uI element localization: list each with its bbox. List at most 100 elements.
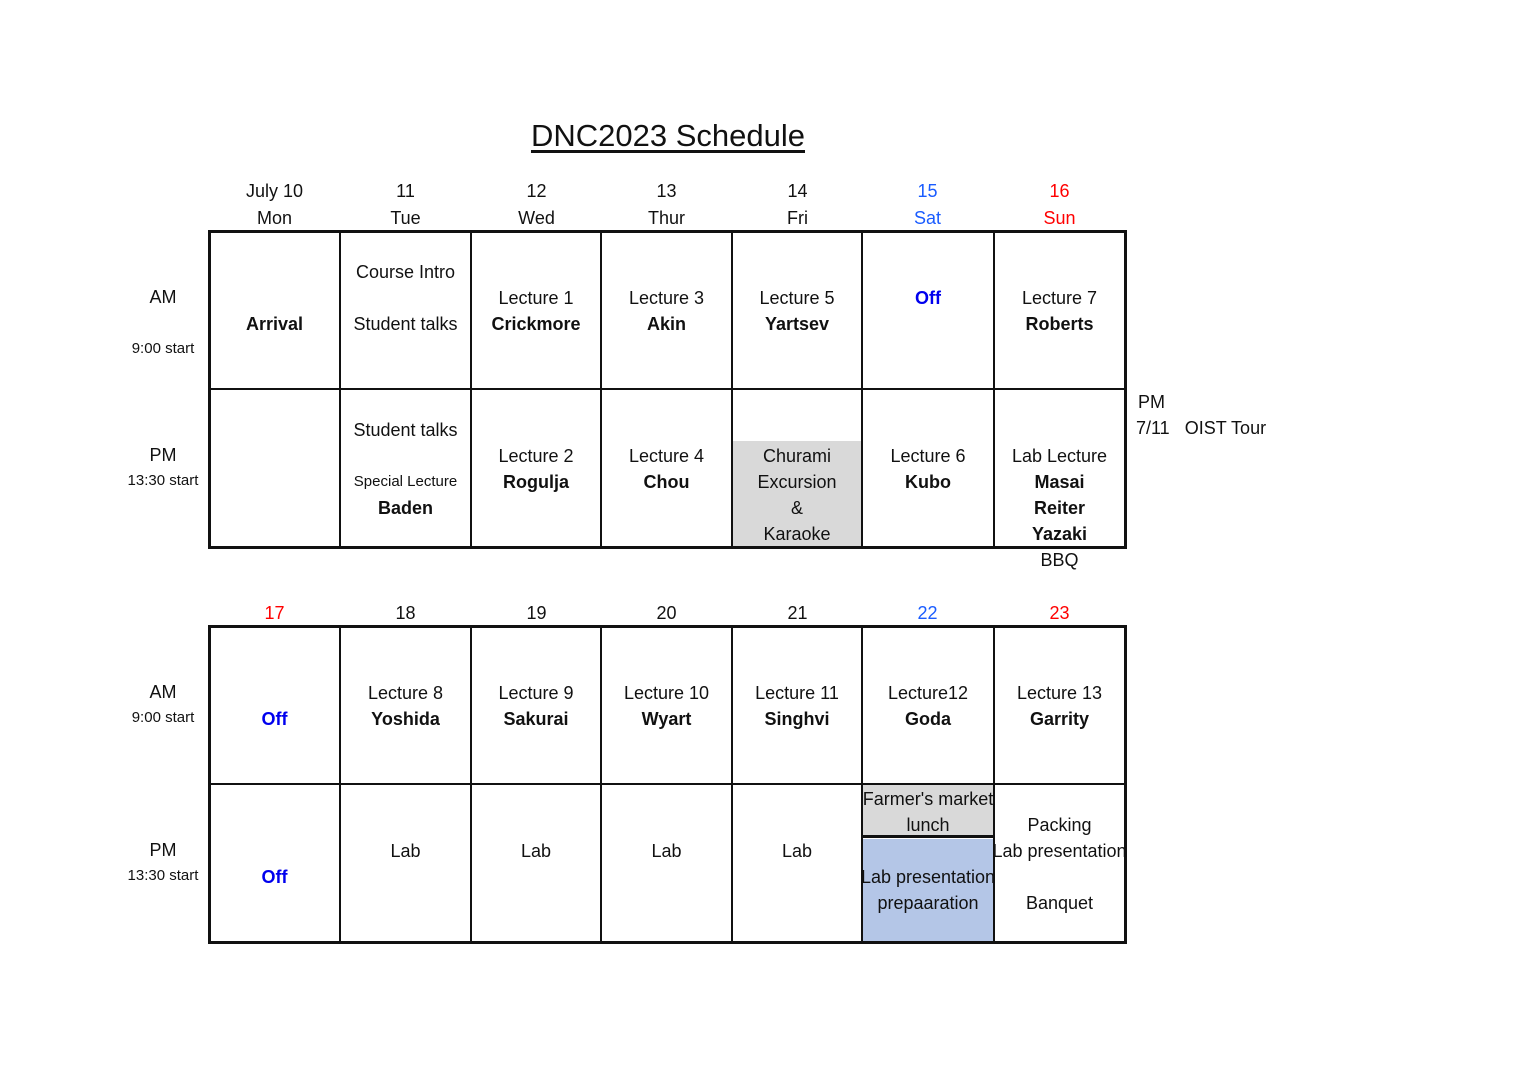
cell-text: Chou <box>643 472 690 492</box>
cell-text: Karaoke <box>763 524 831 544</box>
excursion-fill <box>733 441 861 547</box>
cell-text: Lecture 4 <box>628 446 705 466</box>
cell-text: Yartsev <box>764 314 830 334</box>
day-weekday: Sat <box>913 208 942 228</box>
cell-text: Garrity <box>1029 709 1090 729</box>
cell-text: Lab presentation <box>860 867 996 887</box>
cell-text: Lab Lecture <box>1011 446 1108 466</box>
am-cell-21: Lecture 11 Singhvi <box>732 626 862 784</box>
cell-text: Course Intro <box>355 262 456 282</box>
day-date: 21 <box>787 603 808 623</box>
day-date: 17 <box>264 603 285 623</box>
cell-text: Lab presentation <box>992 841 1127 861</box>
cell-text: lunch <box>906 815 950 835</box>
cell-text: Goda <box>904 709 951 729</box>
cell-text: Baden <box>377 498 433 518</box>
cell-text: Yoshida <box>371 709 440 729</box>
cell-text: Lecture 2 <box>498 446 574 466</box>
pm-cell-12: Lecture 2 Rogulja <box>471 389 601 547</box>
schedule-grid-border <box>208 625 1127 944</box>
cell-text: Banquet <box>1025 893 1094 913</box>
am-cell-14: Lecture 5 Yartsev <box>732 231 862 389</box>
am-start-time: 9:00 start <box>131 709 195 726</box>
day-date: 12 <box>526 181 547 201</box>
cell-text: Lecture 8 <box>367 683 444 703</box>
cell-text: Packing <box>1027 815 1092 835</box>
pm-cell-22: Farmer's market lunch Lab presentation prep… <box>861 784 995 942</box>
am-cell-11: Course Intro Student talks <box>340 231 471 389</box>
am-cell-18: Lecture 8 Yoshida <box>340 626 471 784</box>
am-start-time: 9:00 start <box>131 340 195 357</box>
cell-text: Student talks <box>353 420 458 440</box>
cell-text: Roberts <box>1025 314 1094 334</box>
am-cell-20: Lecture 10 Wyart <box>601 626 732 784</box>
cell-text: Arrival <box>245 314 304 334</box>
pm-cell-13: Lecture 4 Chou <box>601 389 732 547</box>
day-date: 22 <box>917 603 938 623</box>
pm-cell-11: Student talks Special Lecture Baden <box>340 389 471 547</box>
cell-text: Lab <box>651 841 682 861</box>
cell-text: Lecture 3 <box>628 288 705 308</box>
cell-text: Sakurai <box>503 709 569 729</box>
cell-text: & <box>790 498 803 518</box>
cell-text: Farmer's market <box>862 789 994 809</box>
cell-text: Lab <box>520 841 552 861</box>
cell-text: Lab <box>390 841 421 861</box>
day-date: 11 <box>396 181 415 201</box>
am-cell-19: Lecture 9 Sakurai <box>471 626 601 784</box>
cell-text: Crickmore <box>491 314 581 334</box>
cell-text: Excursion <box>757 472 837 492</box>
pm-start-time: 13:30 start <box>127 472 199 489</box>
cell-text: Rogulja <box>503 472 569 492</box>
day-date: 19 <box>526 603 547 623</box>
cell-text: Off <box>915 288 941 308</box>
day-weekday: Wed <box>518 208 555 228</box>
pm-start-time: 13:30 start <box>127 867 199 884</box>
day-weekday: Sun <box>1043 208 1076 228</box>
pm-label: PM <box>149 445 177 465</box>
cell-text: Special Lecture <box>353 473 458 490</box>
cell-text: BBQ <box>1040 550 1079 570</box>
cell-text: Off <box>261 867 288 887</box>
cell-text: Lecture 13 <box>1016 683 1103 703</box>
day-date: 20 <box>656 603 677 623</box>
side-note-period: PM <box>1138 392 1165 412</box>
lab-prep-fill <box>863 839 993 942</box>
cell-text: Lecture 10 <box>623 683 710 703</box>
side-note-oist-tour: 7/11 OIST Tour <box>1136 418 1267 438</box>
day-date: 18 <box>395 603 416 623</box>
cell-text: prepaaration <box>877 893 979 913</box>
cell-text: Lecture 7 <box>1021 288 1098 308</box>
cell-text: Lab <box>781 841 813 861</box>
day-date: 16 <box>1049 181 1070 201</box>
am-label: AM <box>149 682 177 702</box>
am-cell-13: Lecture 3 Akin <box>601 231 732 389</box>
day-weekday: Thur <box>647 208 685 228</box>
day-date: 14 <box>787 181 808 201</box>
cell-text: Lecture 5 <box>759 288 835 308</box>
cell-text: Lecture 6 <box>890 446 966 466</box>
cell-text: Lecture 9 <box>498 683 574 703</box>
cell-text: Lecture 1 <box>498 288 574 308</box>
am-label: AM <box>149 287 177 307</box>
cell-text: Singhvi <box>764 709 830 729</box>
cell-text: Yazaki <box>1031 524 1088 544</box>
cell-text: Masai <box>1034 472 1085 492</box>
day-date: 15 <box>917 181 938 201</box>
day-weekday: Mon <box>256 208 292 228</box>
cell-text: Lecture12 <box>887 683 969 703</box>
day-weekday: Tue <box>390 208 421 228</box>
cell-text: Off <box>261 709 288 729</box>
pm-cell-14: Churami Excursion & Karaoke <box>732 389 862 547</box>
day-date: July 10 <box>245 181 304 201</box>
cell-text: Student talks <box>353 314 458 334</box>
cell-text: Lecture 11 <box>755 683 839 703</box>
cell-text: Reiter <box>1033 498 1086 518</box>
cell-text: Kubo <box>905 472 951 492</box>
farmers-market-fill <box>863 785 993 838</box>
cell-text: Wyart <box>641 709 692 729</box>
cell-text: Akin <box>646 314 686 334</box>
day-date: 23 <box>1049 603 1070 623</box>
schedule-grid-border <box>208 230 1127 549</box>
pm-label: PM <box>149 840 177 860</box>
